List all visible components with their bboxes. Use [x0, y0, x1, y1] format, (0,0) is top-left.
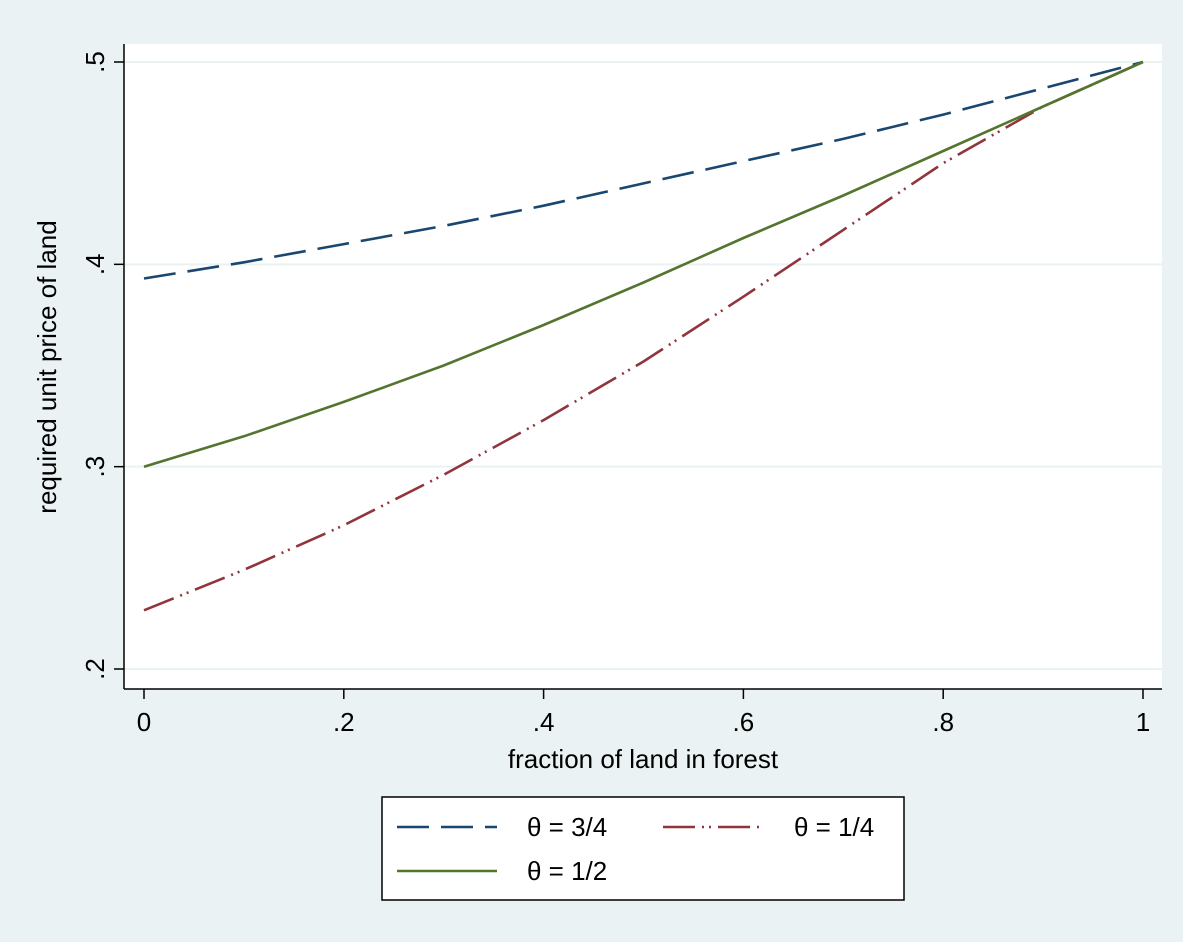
- x-tick-label: .2: [333, 707, 355, 737]
- y-tick-label: .5: [80, 51, 110, 73]
- x-tick-label: .8: [932, 707, 954, 737]
- series-line: [143, 60, 1144, 280]
- y-axis-label: required unit price of land: [32, 220, 62, 513]
- legend: θ = 3/4 θ = 1/4 θ = 1/2: [381, 796, 905, 901]
- plot-area: [124, 44, 1162, 689]
- x-tick-label: 1: [1136, 707, 1150, 737]
- x-tick-label: .4: [533, 707, 555, 737]
- y-tick-label: .4: [80, 253, 110, 275]
- series-group: [143, 60, 1144, 612]
- legend-label: θ = 3/4: [527, 812, 607, 842]
- legend-items: θ = 3/4 θ = 1/4 θ = 1/2: [397, 812, 874, 886]
- series-line: [143, 60, 1144, 468]
- x-tick-label: 0: [137, 707, 151, 737]
- legend-box: [381, 796, 905, 901]
- gridlines: [124, 61, 1162, 670]
- y-tick-label: .2: [80, 658, 110, 680]
- legend-label: θ = 1/2: [527, 856, 607, 886]
- x-axis-label: fraction of land in forest: [508, 744, 779, 774]
- series-line: [143, 60, 1144, 612]
- y-tick-label: .3: [80, 456, 110, 478]
- legend-label: θ = 1/4: [794, 812, 874, 842]
- ticks: .2 .3 .4 .5 0 .2 .4 .6 .8 1: [80, 51, 1150, 737]
- x-tick-label: .6: [733, 707, 755, 737]
